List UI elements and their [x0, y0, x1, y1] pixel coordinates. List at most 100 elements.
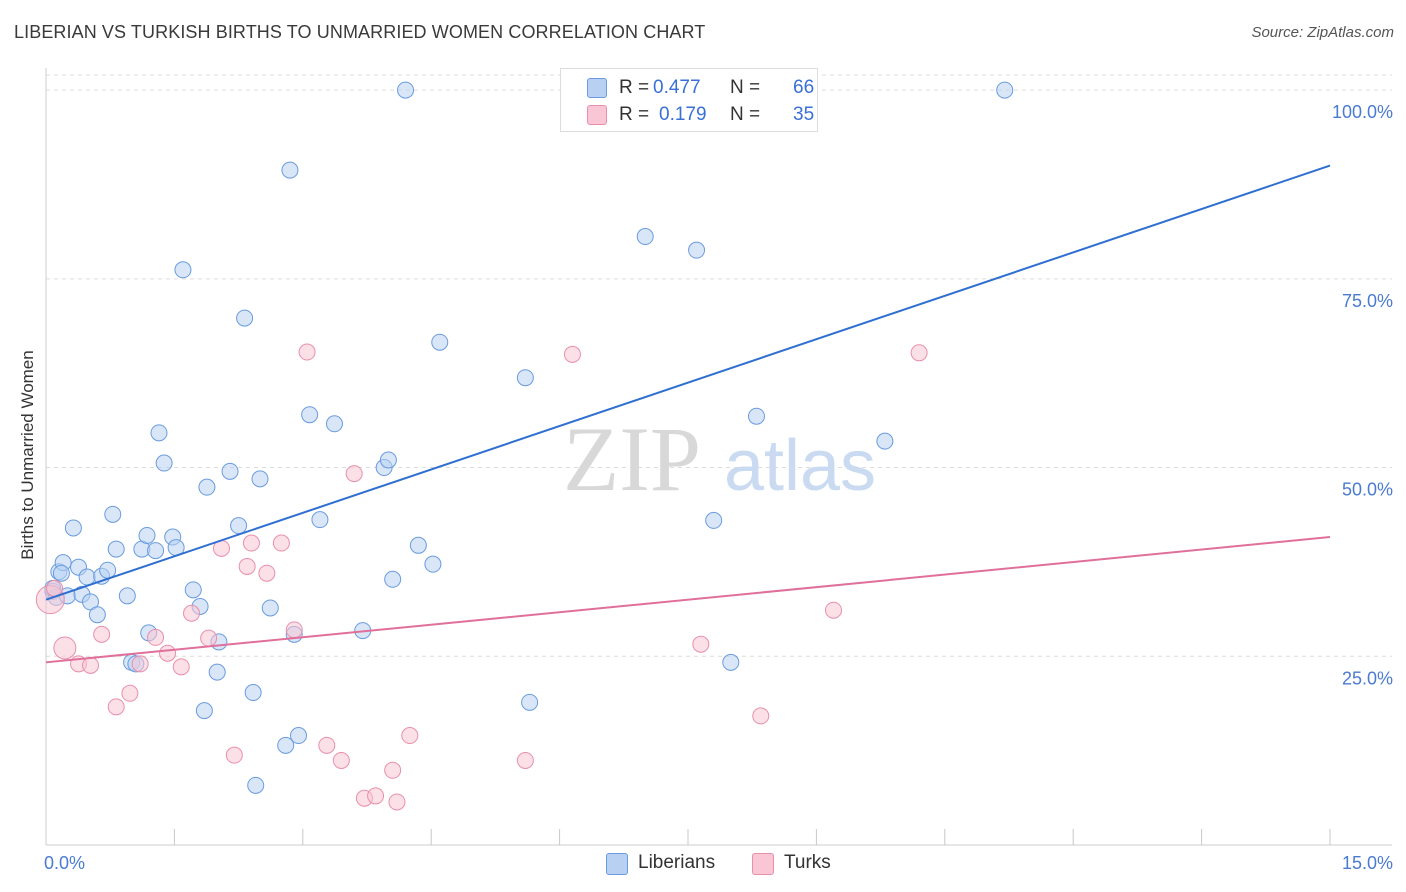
liberian-point	[208, 663, 226, 681]
turk-point	[238, 557, 256, 575]
r-value: 0.477	[653, 77, 701, 98]
liberian-point	[636, 228, 654, 246]
turk-point	[332, 751, 350, 769]
liberian-point	[221, 462, 239, 480]
liberian-point	[64, 519, 82, 537]
liberian-point	[722, 653, 740, 671]
liberian-point	[261, 599, 279, 617]
liberian-point	[99, 561, 117, 579]
liberian-point	[107, 540, 125, 558]
chart-title: LIBERIAN VS TURKISH BIRTHS TO UNMARRIED …	[14, 22, 706, 42]
liberian-point	[174, 261, 192, 279]
turk-point	[131, 655, 149, 673]
turk-point	[147, 628, 165, 646]
turk-point	[516, 751, 534, 769]
liberian-point	[138, 526, 156, 544]
turk-point	[910, 344, 928, 362]
liberian-point	[290, 727, 308, 745]
liberian-point	[277, 736, 295, 754]
turk-point	[401, 727, 419, 745]
liberian-point	[244, 684, 262, 702]
turk-point	[121, 684, 139, 702]
liberian-point	[230, 517, 248, 535]
y-tick-label: 75.0%	[1342, 291, 1393, 311]
turk-point	[285, 621, 303, 639]
r-value: 0.179	[659, 104, 707, 125]
turk-point	[53, 636, 77, 660]
liberian-point	[52, 564, 70, 582]
turk-point	[172, 658, 190, 676]
n-label: N =	[730, 104, 761, 125]
liberian-point	[147, 542, 165, 560]
liberian-point	[236, 309, 254, 327]
liberian-point	[705, 511, 723, 529]
liberian-point	[516, 369, 534, 387]
turks-trend-line	[45, 536, 1331, 664]
liberian-point	[198, 478, 216, 496]
liberian-point	[876, 432, 894, 450]
liberian-point	[409, 536, 427, 554]
turk-point	[159, 644, 177, 662]
turk-point	[563, 345, 581, 363]
liberian-point	[384, 570, 402, 588]
y-axis-label: Births to Unmarried Women	[18, 350, 37, 559]
data-points	[35, 81, 1014, 811]
liberians-trend-line	[45, 164, 1331, 601]
liberian-point	[247, 776, 265, 794]
tick-labels: 25.0% 50.0% 75.0% 100.0% 0.0% 15.0%	[44, 102, 1393, 873]
turk-point	[225, 746, 243, 764]
turk-point	[183, 604, 201, 622]
axes	[45, 68, 1392, 846]
liberian-point	[150, 424, 168, 442]
liberian-point	[281, 161, 299, 179]
liberian-point	[118, 587, 136, 605]
liberian-point	[747, 407, 765, 425]
x-tick-label: 15.0%	[1342, 853, 1393, 873]
watermark: ZIP atlas	[563, 408, 876, 510]
stats-legend-box: R = 0.477 N = 66 R = 0.179 N = 35	[560, 68, 818, 132]
turk-point	[93, 625, 111, 643]
liberian-point	[996, 81, 1014, 99]
liberian-point	[424, 555, 442, 573]
liberians-swatch	[587, 78, 607, 98]
turks-swatch	[587, 105, 607, 125]
n-value: 35	[793, 104, 815, 125]
turk-point	[345, 465, 363, 483]
liberian-point	[155, 454, 173, 472]
turk-point	[258, 564, 276, 582]
turks-legend-label: Turks	[784, 852, 831, 873]
y-tick-label: 100.0%	[1332, 102, 1393, 122]
turk-point	[107, 698, 125, 716]
turk-point	[298, 343, 316, 361]
liberian-point	[397, 81, 415, 99]
liberian-point	[78, 568, 96, 586]
turk-point	[752, 707, 770, 725]
turk-point	[272, 534, 290, 552]
source-label: Source: ZipAtlas.com	[1251, 24, 1394, 41]
liberians-legend-label: Liberians	[638, 852, 716, 873]
liberian-point	[104, 505, 122, 523]
turk-point	[825, 601, 843, 619]
turk-point	[384, 761, 402, 779]
r-label: R =	[619, 77, 650, 98]
liberian-point	[325, 415, 343, 433]
x-tick-label: 0.0%	[44, 853, 85, 873]
turks-legend-swatch	[752, 853, 774, 875]
liberian-point	[88, 606, 106, 624]
turk-point	[242, 534, 260, 552]
y-tick-label: 50.0%	[1342, 480, 1393, 500]
watermark-zip: ZIP	[563, 408, 701, 510]
liberian-point	[379, 451, 397, 469]
n-label: N =	[730, 77, 761, 98]
liberian-point	[688, 241, 706, 259]
liberian-point	[431, 333, 449, 351]
y-tick-label: 25.0%	[1342, 668, 1393, 688]
watermark-atlas: atlas	[724, 426, 876, 506]
trend-lines	[45, 164, 1331, 664]
turk-point	[367, 787, 385, 805]
liberian-point	[521, 693, 539, 711]
liberian-point	[184, 581, 202, 599]
turk-point	[82, 656, 100, 674]
liberian-point	[311, 511, 329, 529]
